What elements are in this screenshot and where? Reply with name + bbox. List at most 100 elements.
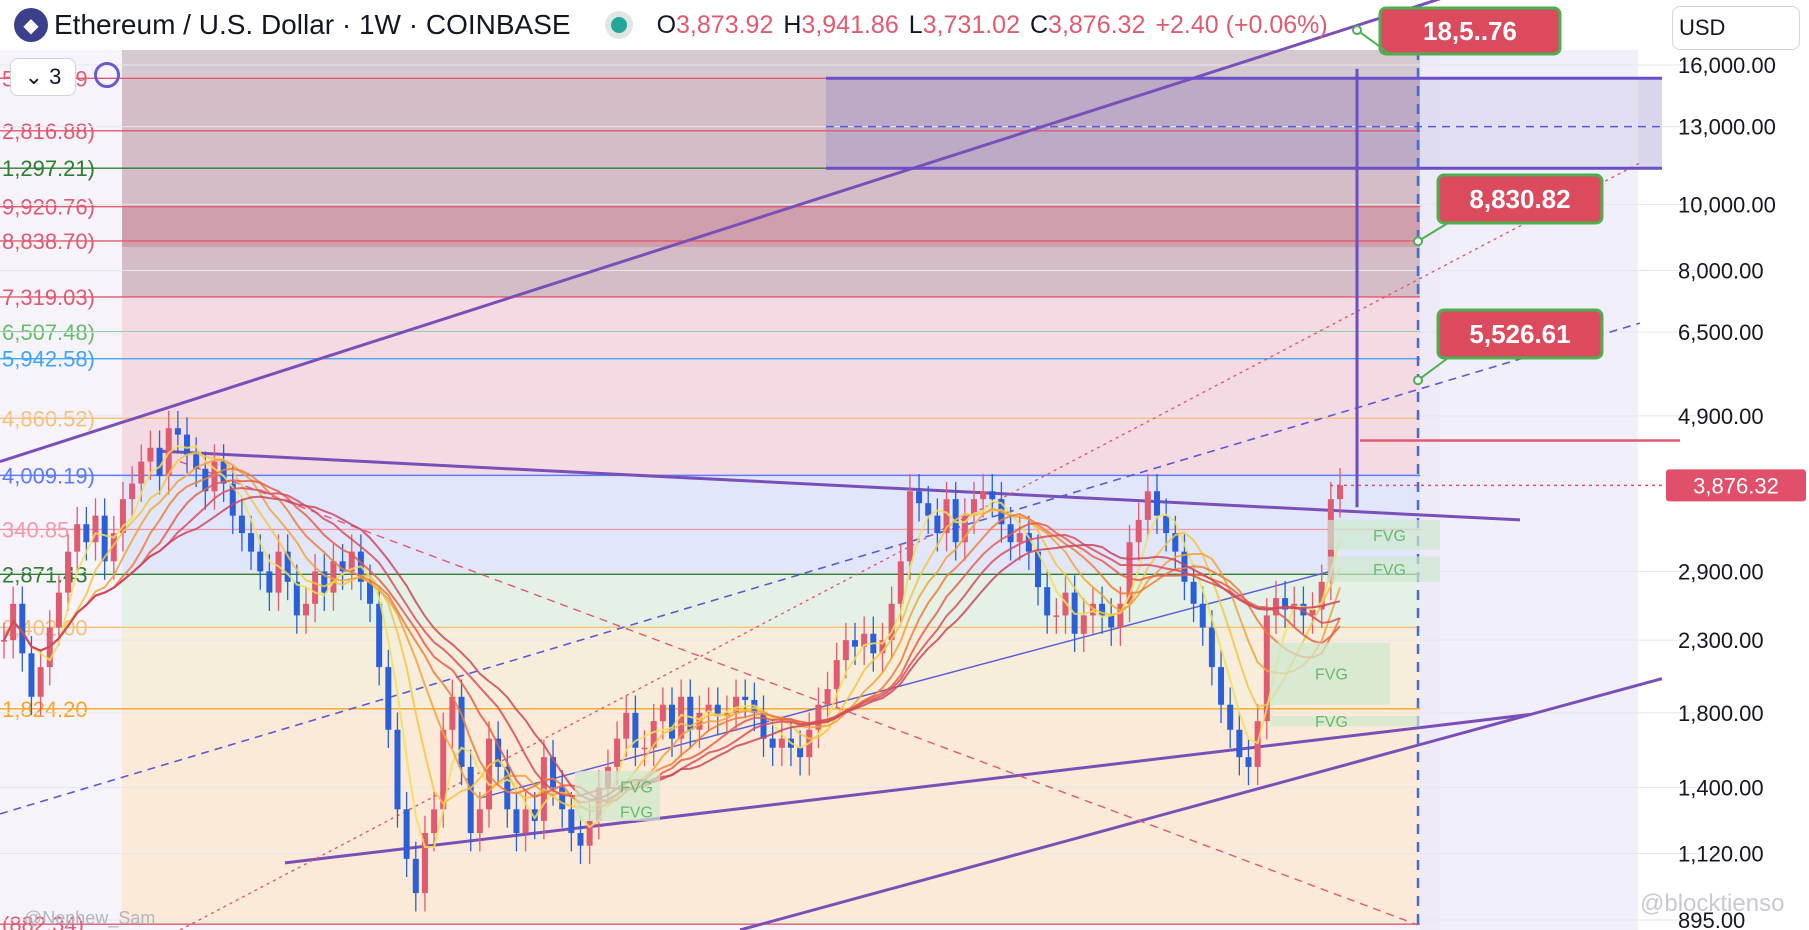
upper-gray-zone <box>122 50 1420 297</box>
fib-label-5: 7,319.03) <box>2 285 95 310</box>
candles-group <box>1 410 1343 912</box>
candle-body-25 <box>229 483 236 516</box>
ohlc-open: O3,873.92 <box>656 10 774 39</box>
candle-body-123 <box>1126 542 1133 604</box>
ma-ribbon-line-3 <box>3 467 1341 804</box>
candle-body-22 <box>202 468 209 492</box>
candle-body-99 <box>906 491 913 562</box>
candle-body-12 <box>110 533 117 562</box>
chevron-down-icon: ⌄ <box>24 64 44 89</box>
channel-dotted-red <box>179 162 1641 930</box>
support-line <box>284 712 1531 865</box>
candle-body-122 <box>1117 603 1124 628</box>
candle-body-78 <box>714 704 721 717</box>
ma-ribbon-line-4 <box>3 479 1341 802</box>
candle-body-47 <box>431 809 438 834</box>
candle-body-135 <box>1236 729 1243 758</box>
price-change: +2.40 (+0.06%) <box>1155 10 1328 39</box>
candle-body-63 <box>577 833 584 846</box>
sync-icon[interactable] <box>94 62 120 88</box>
candle-body-17 <box>156 447 163 477</box>
candle-body-79 <box>723 712 730 717</box>
currency-select[interactable]: USD <box>1672 6 1800 50</box>
candle-body-27 <box>248 533 255 552</box>
candle-body-136 <box>1245 757 1252 767</box>
fvg-box-3 <box>1270 642 1390 705</box>
candle-body-72 <box>659 704 666 722</box>
candle-body-30 <box>275 551 282 593</box>
channel-upper-line <box>0 0 1441 464</box>
ma-ribbon-line-2 <box>3 459 1341 813</box>
candle-body-60 <box>550 757 557 788</box>
candle-body-13 <box>119 499 126 534</box>
candle-body-143 <box>1309 609 1316 616</box>
fib-label-4: 8,838.70) <box>2 229 95 254</box>
candle-body-77 <box>705 704 712 713</box>
candle-body-19 <box>174 428 181 435</box>
candle-body-80 <box>733 696 740 713</box>
target-pointer-0 <box>1356 29 1391 55</box>
candle-body-62 <box>568 809 575 834</box>
candle-body-24 <box>220 461 227 484</box>
candle-body-131 <box>1199 603 1206 628</box>
fvg-label-4: FVG <box>1315 714 1348 731</box>
candle-body-93 <box>852 640 859 647</box>
candle-body-127 <box>1163 515 1170 534</box>
candle-body-28 <box>257 551 264 572</box>
fvg-box-1 <box>1328 519 1440 550</box>
fib-label-10: 340.85 <box>2 517 69 542</box>
candle-body-11 <box>101 515 108 562</box>
candle-body-16 <box>147 447 154 462</box>
candle-body-42 <box>385 667 392 730</box>
candle-body-26 <box>238 515 245 534</box>
target-point-2 <box>1413 375 1423 386</box>
candle-body-85 <box>778 738 785 748</box>
candle-body-70 <box>641 747 648 750</box>
target-tag-label-0: 18,5..76 <box>1423 16 1517 46</box>
candle-body-134 <box>1227 704 1234 730</box>
indicator-toggle-button[interactable]: ⌄ 3 <box>10 58 76 96</box>
target-point-1 <box>1413 236 1423 247</box>
fvg-box-4 <box>1270 716 1420 727</box>
candle-body-49 <box>449 696 456 730</box>
fib-label-8: 4,860.52) <box>2 406 95 431</box>
y-tick-label-5: 4,900.00 <box>1678 404 1764 429</box>
fib-label-14: (882.34) <box>2 912 84 930</box>
target-point-0 <box>1352 25 1362 36</box>
candle-body-101 <box>925 503 932 516</box>
resistance-line <box>159 449 1521 522</box>
channel-mid-dashed <box>0 322 1641 815</box>
candle-body-36 <box>330 561 337 593</box>
y-tick-label-11: 895.00 <box>1678 908 1745 930</box>
inner-trend-line <box>479 570 1331 799</box>
candle-body-31 <box>284 551 291 582</box>
channel-lower-line <box>739 677 1663 930</box>
candle-body-128 <box>1172 533 1179 552</box>
target-tag-label-1: 8,830.82 <box>1469 184 1570 214</box>
candle-body-45 <box>412 858 419 894</box>
candle-body-110 <box>1007 524 1014 543</box>
candle-body-73 <box>669 704 675 739</box>
candle-body-129 <box>1181 551 1188 582</box>
candle-body-40 <box>367 581 374 604</box>
target-pointer-1 <box>1417 222 1449 243</box>
chart-header: ◆ Ethereum / U.S. Dollar · 1W · COINBASE… <box>0 0 1328 50</box>
candle-body-4 <box>37 667 44 697</box>
platform-watermark: @blocktienso <box>1640 890 1785 917</box>
candle-body-74 <box>678 696 685 739</box>
candle-body-15 <box>138 461 145 484</box>
candle-body-20 <box>184 434 191 455</box>
y-tick-label-7: 2,300.00 <box>1678 628 1764 653</box>
target-tag-0 <box>1378 6 1562 56</box>
candle-body-116 <box>1062 592 1069 616</box>
fib-label-3: 9,920.76) <box>2 195 95 220</box>
candle-body-106 <box>970 499 977 516</box>
fib-label-9: 4,009.19) <box>2 463 95 488</box>
y-tick-label-1: 13,000.00 <box>1678 115 1776 140</box>
symbol-title[interactable]: Ethereum / U.S. Dollar · 1W · COINBASE <box>54 9 571 40</box>
candle-body-8 <box>74 524 81 552</box>
candle-body-51 <box>467 766 474 834</box>
fvg-box-2 <box>1328 556 1440 582</box>
candle-body-2 <box>19 603 26 654</box>
